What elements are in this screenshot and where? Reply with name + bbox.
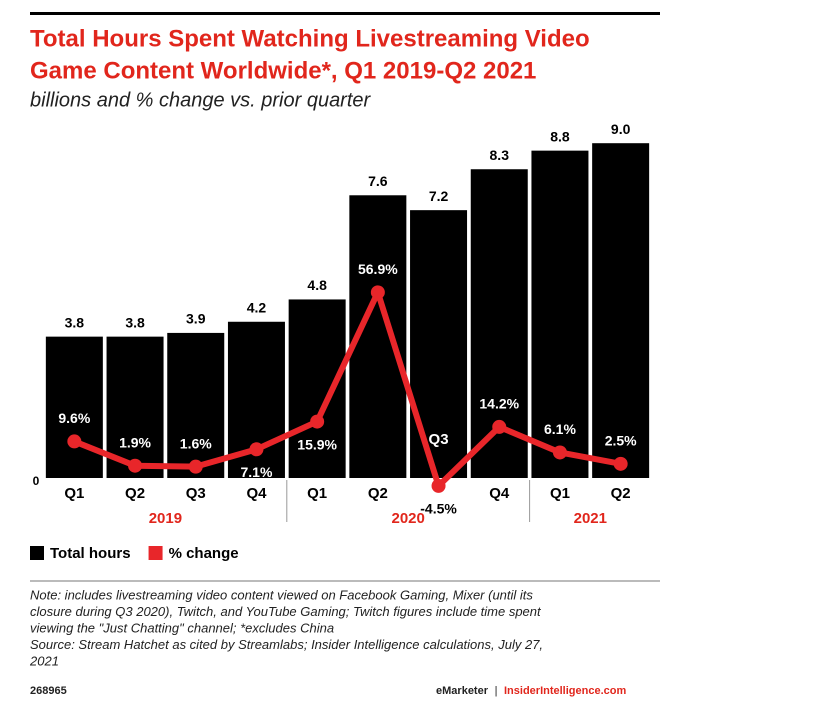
group-label: 2019 [149,510,182,527]
note-line: closure during Q3 2020), Twitch, and You… [30,604,542,619]
bar-value-label: 4.2 [247,299,267,315]
bar-value-label: 9.0 [611,121,631,137]
change-marker [431,478,446,493]
legend-label: Total hours [50,545,131,562]
change-value-label: 7.1% [240,464,272,480]
x-tick-label: Q3 [429,431,449,448]
change-value-label: 9.6% [58,410,90,426]
footer-brand: eMarketer [436,685,489,697]
bar-value-label: 7.2 [429,188,449,204]
x-tick-label: Q4 [489,485,510,502]
bar-value-label: 4.8 [307,277,327,293]
chart-title: Game Content Worldwide*, Q1 2019-Q2 2021 [30,57,536,84]
x-tick-label: Q3 [186,485,206,502]
chart-subtitle: billions and % change vs. prior quarter [30,89,372,111]
x-tick-label: Q2 [611,485,631,502]
bar [288,299,346,478]
change-value-label: 1.6% [180,435,212,451]
change-marker [188,459,203,474]
bar [592,143,650,478]
note-line: 2021 [29,653,59,668]
change-marker [613,456,628,471]
bar [106,336,164,478]
change-marker [249,442,264,457]
legend-swatch [148,546,163,560]
change-value-label: 56.9% [358,261,398,277]
note-line: Note: includes livestreaming video conte… [30,587,533,602]
change-marker [67,434,82,449]
note-line: Source: Stream Hatchet as cited by Strea… [30,637,543,652]
change-value-label: 6.1% [544,421,576,437]
bar-value-label: 7.6 [368,173,388,189]
x-tick-label: Q4 [246,485,267,502]
change-marker [492,419,507,434]
bar-value-label: 3.8 [65,314,85,330]
x-tick-label: Q2 [368,485,388,502]
change-value-label: 14.2% [479,396,519,412]
y-tick-label: 0 [33,474,40,488]
change-marker [370,285,385,300]
group-label: 2020 [392,510,425,527]
chart-title: Total Hours Spent Watching Livestreaming… [30,25,590,52]
x-tick-label: Q1 [550,485,570,502]
bar-value-label: 3.9 [186,311,206,327]
footer-id: 268965 [30,685,67,697]
bar-value-label: 3.8 [125,314,145,330]
legend-label: % change [169,545,239,562]
change-value-label: 2.5% [605,433,637,449]
note-line: viewing the "Just Chatting" channel; *ex… [30,620,334,635]
change-line [73,289,622,489]
bar [167,332,225,478]
footer-separator: | [495,685,498,697]
legend-swatch [30,546,44,560]
change-value-label: 15.9% [297,436,337,452]
x-tick-label: Q1 [64,485,84,502]
footer-site: InsiderIntelligence.com [504,685,626,697]
bar-value-label: 8.3 [490,147,510,163]
bar [531,150,589,478]
change-marker [310,414,325,429]
change-marker [128,458,143,473]
change-marker [552,445,567,460]
x-tick-label: Q1 [307,485,327,502]
x-tick-label: Q2 [125,485,145,502]
top-rule [30,12,660,15]
change-value-label: -4.5% [420,501,457,517]
bar [45,336,103,478]
bar-value-label: 8.8 [550,128,570,144]
group-label: 2021 [574,510,607,527]
change-value-label: 1.9% [119,434,151,450]
